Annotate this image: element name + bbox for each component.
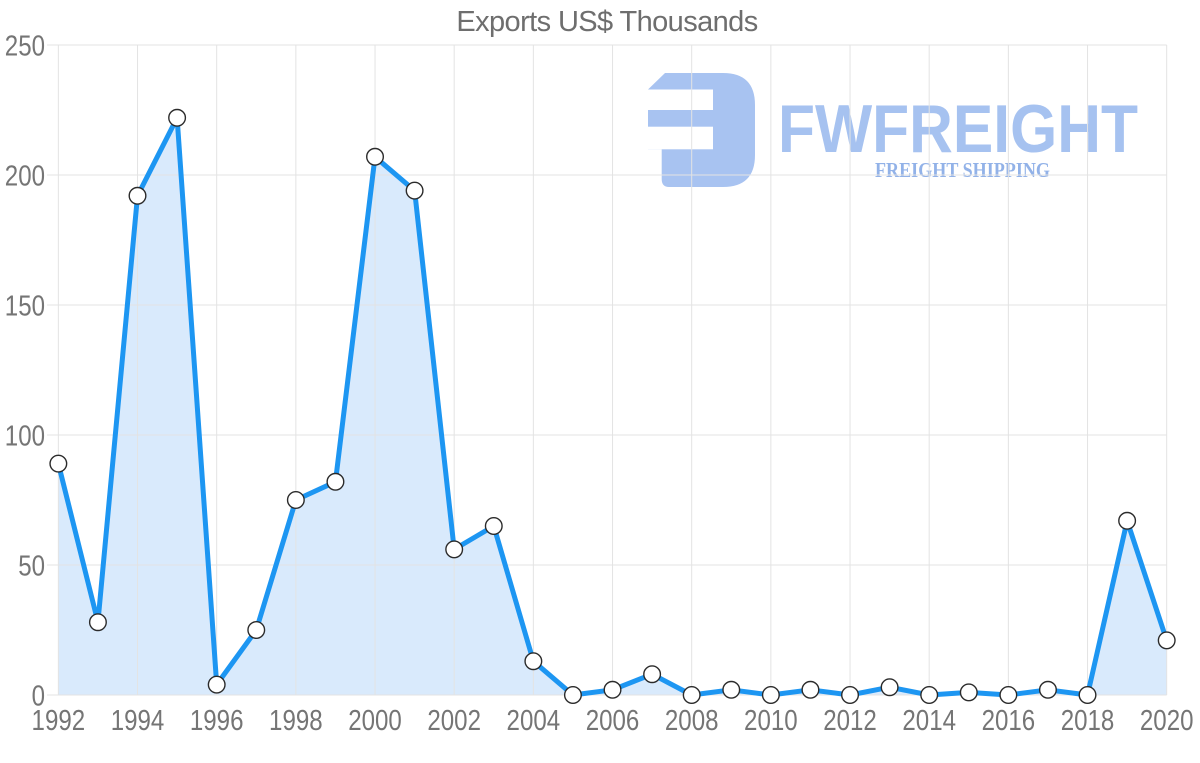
y-tick-label: 250 <box>5 31 45 63</box>
data-point-1998[interactable] <box>286 491 305 510</box>
data-point-2011[interactable] <box>801 680 820 699</box>
data-point-1995[interactable] <box>168 108 187 127</box>
logo-glyph-slant-cut <box>648 73 665 90</box>
x-tick-label: 2006 <box>586 705 640 737</box>
x-tick-label: 2008 <box>665 705 719 737</box>
data-point-1999[interactable] <box>326 472 345 491</box>
x-tick-label: 2000 <box>348 705 402 737</box>
data-point-2009[interactable] <box>722 680 741 699</box>
watermark-tagline-text: FREIGHT SHIPPING <box>875 158 1050 182</box>
watermark-brand-text: FWFREIGHT <box>778 91 1138 167</box>
data-point-2005[interactable] <box>563 686 582 705</box>
x-tick-label: 1998 <box>269 705 323 737</box>
x-tick-label: 2002 <box>427 705 481 737</box>
x-tick-label: 2010 <box>744 705 798 737</box>
data-point-2008[interactable] <box>682 686 701 705</box>
data-point-2012[interactable] <box>841 686 860 705</box>
x-tick-label: 2014 <box>902 705 956 737</box>
data-point-2019[interactable] <box>1118 511 1137 530</box>
fwfreight-logo-icon <box>648 73 755 187</box>
x-tick-label: 2016 <box>982 705 1036 737</box>
logo-glyph-notch-bottom <box>648 126 713 150</box>
area-fill <box>58 117 1167 696</box>
y-tick-label: 0 <box>32 681 45 713</box>
data-point-2014[interactable] <box>920 686 939 705</box>
data-point-1994[interactable] <box>128 186 147 205</box>
data-point-1992[interactable] <box>49 454 68 473</box>
logo-glyph-notch-top <box>648 89 713 110</box>
data-point-2015[interactable] <box>959 683 978 702</box>
x-tick-label: 1996 <box>190 705 244 737</box>
y-tick-label: 150 <box>5 291 45 323</box>
x-tick-label: 2004 <box>507 705 561 737</box>
data-point-2002[interactable] <box>445 540 464 559</box>
data-point-1993[interactable] <box>88 613 107 632</box>
chart-title: Exports US$ Thousands <box>456 6 758 38</box>
data-point-2001[interactable] <box>405 181 424 200</box>
data-point-2013[interactable] <box>880 678 899 697</box>
data-point-2004[interactable] <box>524 652 543 671</box>
data-point-2018[interactable] <box>1078 686 1097 705</box>
data-point-2006[interactable] <box>603 680 622 699</box>
data-point-2010[interactable] <box>761 686 780 705</box>
watermark-logo: FWFREIGHT FREIGHT SHIPPING <box>648 73 1138 187</box>
x-tick-label: 1994 <box>111 705 165 737</box>
data-point-2016[interactable] <box>999 686 1018 705</box>
y-tick-label: 50 <box>18 551 45 583</box>
x-tick-label: 2012 <box>823 705 877 737</box>
x-tick-label: 2018 <box>1061 705 1115 737</box>
data-point-2020[interactable] <box>1157 631 1176 650</box>
x-tick-label: 1992 <box>32 705 86 737</box>
data-point-2007[interactable] <box>643 665 662 684</box>
data-point-1997[interactable] <box>247 621 266 640</box>
x-tick-label: 2020 <box>1140 705 1194 737</box>
y-tick-label: 200 <box>5 161 45 193</box>
data-point-2003[interactable] <box>484 517 503 536</box>
data-point-1996[interactable] <box>207 675 226 694</box>
data-point-2017[interactable] <box>1038 680 1057 699</box>
y-tick-label: 100 <box>5 421 45 453</box>
data-point-2000[interactable] <box>366 147 385 166</box>
